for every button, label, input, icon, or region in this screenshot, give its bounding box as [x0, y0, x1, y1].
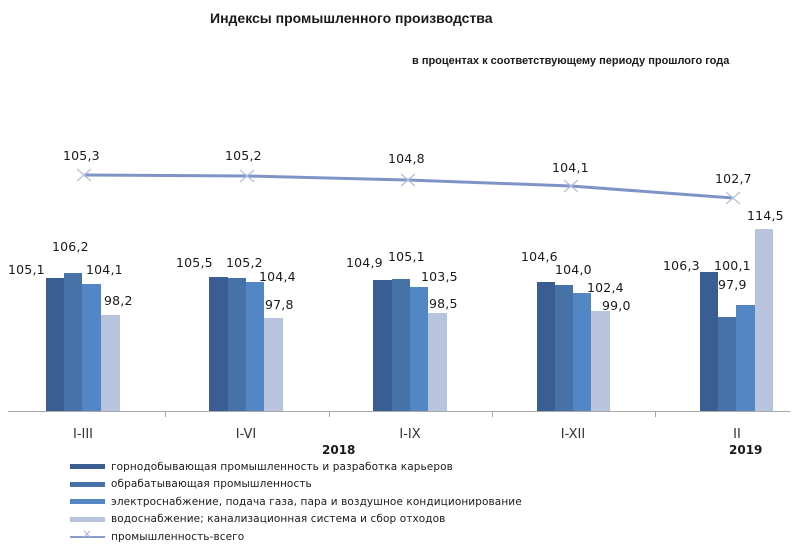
bar-value-label: 105,2 [226, 255, 263, 270]
x-axis-category-label: I-XII [560, 427, 586, 442]
x-marker-icon[interactable] [76, 168, 92, 182]
bar-0-2[interactable] [82, 284, 101, 411]
x-marker-icon[interactable] [239, 169, 255, 183]
total-industry-line [76, 168, 741, 205]
bar-value-label: 102,4 [587, 280, 624, 295]
line-value-label: 105,3 [63, 148, 100, 163]
bar-value-label: 104,1 [86, 262, 123, 277]
bar-value-label: 114,5 [747, 208, 784, 223]
bar-2-1[interactable] [392, 279, 410, 411]
year-label-2019: 2019 [729, 443, 763, 457]
legend-label: водоснабжение; канализационная система и… [111, 513, 446, 526]
line-value-label: 105,2 [225, 148, 262, 163]
bar-value-label: 106,2 [52, 239, 89, 254]
bar-2-0[interactable] [373, 280, 392, 411]
line-value-label: 102,7 [715, 171, 752, 186]
bar-value-label: 104,4 [259, 269, 296, 284]
legend-swatch-icon [70, 481, 105, 487]
x-axis-category-label: I-III [72, 427, 94, 442]
bar-4-2[interactable] [736, 305, 755, 411]
legend-label: горнодобывающая промышленность и разрабо… [111, 460, 453, 473]
bar-1-0[interactable] [209, 277, 228, 411]
bar-value-label: 104,6 [521, 249, 558, 264]
bar-value-label: 106,3 [663, 258, 700, 273]
bar-value-label: 100,1 [714, 258, 751, 273]
bar-3-0[interactable] [537, 282, 555, 411]
line-value-label: 104,1 [552, 160, 589, 175]
legend-swatch-icon [70, 499, 105, 505]
legend-item[interactable]: электроснабжение, подача газа, пара и во… [70, 493, 522, 511]
bar-4-3[interactable] [755, 229, 773, 411]
legend-swatch-icon [70, 464, 105, 470]
line-path [83, 173, 734, 200]
chart-title-text: Индексы промышленного производства [210, 10, 493, 26]
bar-value-label: 104,0 [555, 262, 592, 277]
legend-swatch-icon [70, 516, 105, 522]
legend-label: обрабатывающая промышленность [111, 478, 312, 491]
bar-0-1[interactable] [64, 273, 82, 411]
legend-item[interactable]: промышленность-всего [70, 527, 522, 546]
legend: горнодобывающая промышленность и разрабо… [70, 458, 522, 546]
x-axis-category-label: II [733, 427, 741, 442]
bar-0-3[interactable] [101, 315, 120, 411]
x-axis-category-label: I-IX [399, 427, 421, 442]
bar-value-label: 104,9 [346, 255, 383, 270]
x-marker-icon[interactable] [725, 191, 741, 205]
bar-value-label: 105,5 [176, 255, 213, 270]
legend-line-marker-icon [70, 527, 105, 542]
legend-label: электроснабжение, подача газа, пара и во… [111, 495, 522, 508]
bar-value-label: 105,1 [8, 262, 45, 277]
line-value-label: 104,8 [388, 151, 425, 166]
plot-area: 105,1 106,2 104,1 98,2 I-III 105,3 105,5 105,2 1… [8, 148, 790, 457]
x-axis-tick [329, 411, 330, 417]
bar-4-1[interactable] [718, 317, 736, 411]
bar-value-label: 105,1 [388, 249, 425, 264]
x-marker-icon[interactable] [563, 179, 579, 193]
bar-value-label: 97,8 [265, 297, 294, 312]
bar-1-1[interactable] [228, 278, 246, 411]
x-axis-line [8, 411, 790, 412]
bar-value-label: 97,9 [718, 277, 747, 292]
bar-3-3[interactable] [591, 311, 610, 411]
chart-subtitle: в процентах к соответствующему периоду п… [412, 55, 730, 67]
bar-value-label: 98,5 [429, 296, 458, 311]
year-label-2018: 2018 [322, 443, 356, 457]
bar-2-2[interactable] [410, 287, 428, 411]
bar-0-0[interactable] [46, 278, 64, 411]
bar-3-2[interactable] [573, 293, 591, 411]
legend-item[interactable]: горнодобывающая промышленность и разрабо… [70, 458, 522, 476]
x-axis-tick [165, 411, 166, 417]
bar-2-3[interactable] [428, 313, 447, 411]
legend-item[interactable]: обрабатывающая промышленность [70, 476, 522, 494]
bar-value-label: 103,5 [421, 269, 458, 284]
bar-4-0[interactable] [700, 272, 718, 411]
legend-label: промышленность-всего [111, 530, 245, 543]
x-axis-tick [492, 411, 493, 417]
x-axis-category-label: I-VI [235, 427, 257, 442]
bar-value-label: 98,2 [104, 293, 133, 308]
bar-value-label: 99,0 [602, 298, 631, 313]
bar-1-3[interactable] [264, 318, 283, 411]
bar-1-2[interactable] [246, 282, 264, 411]
legend-item[interactable]: водоснабжение; канализационная система и… [70, 511, 522, 529]
x-marker-icon[interactable] [400, 173, 416, 187]
bar-3-1[interactable] [555, 285, 573, 411]
x-axis-tick [655, 411, 656, 417]
